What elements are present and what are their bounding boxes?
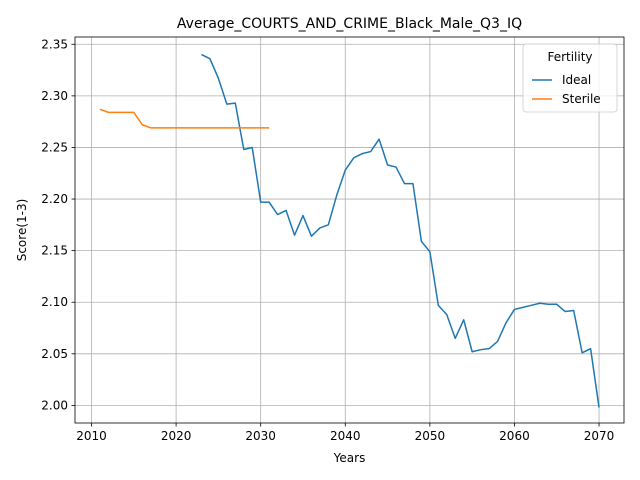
x-tick-label: 2070 [584, 429, 615, 443]
x-axis-ticks: 2010 2020 2030 2040 2050 2060 2070 [76, 423, 614, 443]
x-tick-label: 2050 [415, 429, 446, 443]
y-tick-label: 2.25 [41, 140, 68, 154]
y-tick-label: 2.35 [41, 37, 68, 51]
x-tick-label: 2060 [499, 429, 530, 443]
y-axis-ticks: 2.00 2.05 2.10 2.15 2.20 2.25 2.30 2.35 [41, 37, 75, 412]
x-tick-label: 2030 [245, 429, 276, 443]
series-line-ideal [201, 53, 600, 408]
x-tick-label: 2010 [76, 429, 107, 443]
legend-label-ideal: Ideal [562, 73, 591, 87]
y-tick-label: 2.30 [41, 89, 68, 103]
y-tick-label: 2.10 [41, 295, 68, 309]
x-axis-label: Years [333, 451, 366, 465]
series-lines [99, 53, 600, 408]
x-tick-label: 2020 [161, 429, 192, 443]
y-tick-label: 2.20 [41, 192, 68, 206]
chart-title: Average_COURTS_AND_CRIME_Black_Male_Q3_I… [177, 16, 522, 32]
y-axis-label: Score(1-3) [15, 199, 29, 262]
y-tick-label: 2.15 [41, 244, 68, 258]
y-tick-label: 2.00 [41, 398, 68, 412]
y-tick-label: 2.05 [41, 347, 68, 361]
legend-label-sterile: Sterile [562, 92, 601, 106]
legend-entries: Ideal Sterile [532, 73, 601, 106]
legend-box [522, 43, 618, 113]
legend-title: Fertility [547, 50, 592, 64]
legend: Fertility Ideal Sterile [522, 43, 618, 113]
series-line-sterile [99, 108, 270, 129]
plot-area-frame [74, 36, 625, 424]
x-tick-label: 2040 [330, 429, 361, 443]
